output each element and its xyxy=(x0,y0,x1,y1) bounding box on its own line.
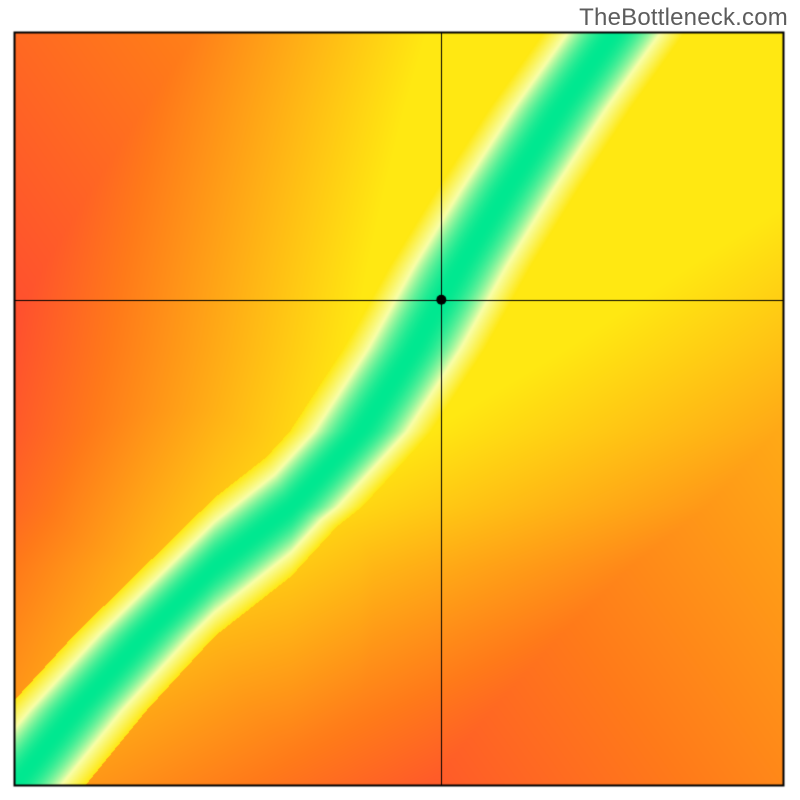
chart-container: { "watermark": "TheBottleneck.com", "cha… xyxy=(0,0,800,800)
bottleneck-heatmap xyxy=(0,0,800,800)
watermark-label: TheBottleneck.com xyxy=(579,4,788,32)
